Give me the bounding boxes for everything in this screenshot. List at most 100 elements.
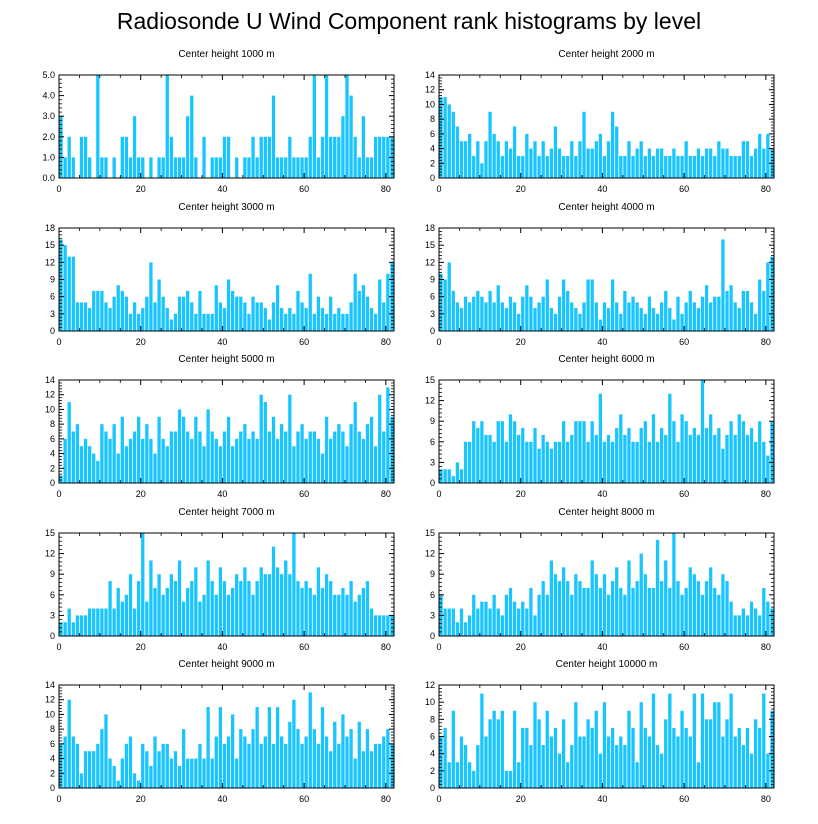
plot-frame	[438, 74, 775, 179]
histogram-bar	[284, 431, 288, 483]
histogram-bar	[647, 441, 652, 483]
histogram-bar	[382, 615, 386, 636]
histogram-bar	[186, 587, 190, 636]
histogram-bar	[566, 441, 570, 483]
histogram-bar	[561, 421, 566, 483]
histogram-bar	[610, 727, 615, 788]
histogram-bar	[251, 594, 255, 636]
histogram-bar	[455, 462, 460, 483]
histogram-bar	[169, 431, 173, 483]
histogram-bar	[623, 290, 627, 331]
histogram-bar	[386, 273, 390, 331]
histogram-bar	[680, 414, 684, 483]
y-tick-label: 15	[425, 375, 435, 385]
y-tick-label: 6	[50, 434, 55, 444]
histogram-bar	[741, 290, 746, 331]
histogram-bar	[664, 719, 668, 788]
histogram-bar	[696, 581, 701, 636]
histogram-bar	[762, 693, 766, 788]
histogram-bar	[337, 424, 341, 483]
histogram-bar	[500, 421, 504, 483]
histogram-bar	[341, 431, 345, 483]
histogram-bar	[512, 710, 517, 788]
x-axis: 0 20 40 60 80	[436, 75, 771, 194]
histogram-bar	[263, 574, 267, 636]
histogram-bar	[271, 302, 276, 331]
histogram-bar	[141, 308, 145, 331]
histogram-bar	[243, 424, 247, 483]
y-tick-label: 0.0	[42, 173, 55, 183]
histogram-bar	[590, 560, 594, 636]
histogram-bar	[239, 581, 243, 636]
histogram-bar	[713, 155, 717, 178]
histogram-bar	[365, 296, 370, 331]
histogram-bar	[704, 719, 709, 788]
histogram-bar	[467, 133, 472, 178]
histogram-bar	[639, 141, 643, 178]
histogram-bar	[235, 438, 239, 483]
histogram-bar	[292, 699, 296, 788]
histogram-bar	[553, 727, 558, 788]
histogram-bar	[758, 727, 762, 788]
histogram-bar	[643, 155, 647, 178]
histogram-bar	[753, 441, 758, 483]
histogram-bar	[488, 719, 492, 788]
histogram-bar	[361, 438, 366, 483]
histogram-bar	[619, 736, 623, 788]
histogram-bar	[537, 719, 541, 788]
histogram-bar	[529, 587, 533, 636]
histogram-bar	[230, 714, 235, 788]
histogram-bar	[177, 560, 182, 636]
histogram-bar	[149, 560, 153, 636]
histogram-bar	[108, 308, 112, 331]
histogram-bar	[165, 308, 169, 331]
histogram-bar	[553, 574, 558, 636]
histogram-bar	[222, 431, 227, 483]
y-tick-label: 6	[430, 590, 435, 600]
histogram-bar	[696, 434, 701, 483]
histogram-bar	[696, 308, 701, 331]
histogram-bar	[230, 587, 235, 636]
histogram-bar	[688, 434, 692, 483]
histogram-bar	[692, 693, 696, 788]
histogram-bar	[280, 157, 284, 178]
histogram-bar	[570, 302, 574, 331]
histogram-bar	[525, 133, 529, 178]
histogram-bar	[308, 587, 312, 636]
histogram-bar	[598, 587, 603, 636]
histogram-bar	[467, 441, 472, 483]
histogram-bar	[71, 736, 75, 788]
histogram-bar	[296, 729, 300, 788]
histogram-bar	[312, 75, 316, 178]
histogram-bar	[63, 245, 67, 331]
histogram-bar	[529, 441, 533, 483]
histogram-bar	[574, 702, 578, 788]
histogram-bar	[745, 141, 750, 178]
histogram-bar	[700, 594, 705, 636]
histogram-bar	[713, 296, 717, 331]
histogram-bar	[177, 296, 182, 331]
histogram-bar	[484, 434, 488, 483]
histogram-bar	[721, 148, 725, 178]
histogram-bar	[206, 409, 210, 483]
figure-title: Radiosonde U Wind Component rank histogr…	[116, 8, 702, 34]
histogram-bar	[177, 157, 182, 178]
histogram-bar	[361, 751, 366, 788]
y-tick-label: 9	[430, 275, 435, 285]
histogram-bar	[206, 313, 210, 331]
histogram-bar	[627, 560, 631, 636]
histogram-bar	[243, 567, 247, 636]
histogram-bar	[488, 608, 492, 636]
histogram-bar	[243, 736, 247, 788]
histogram-bar	[275, 438, 280, 483]
histogram-bar	[324, 416, 329, 483]
plot-frame	[58, 532, 395, 637]
histogram-bar	[749, 428, 754, 483]
histogram-bar	[488, 290, 492, 331]
histogram-bar	[472, 296, 476, 331]
y-tick-label: 12	[425, 680, 435, 690]
histogram-bar	[251, 431, 255, 483]
histogram-bar	[541, 296, 545, 331]
histogram-bar	[504, 141, 509, 178]
histogram-bar	[745, 290, 750, 331]
